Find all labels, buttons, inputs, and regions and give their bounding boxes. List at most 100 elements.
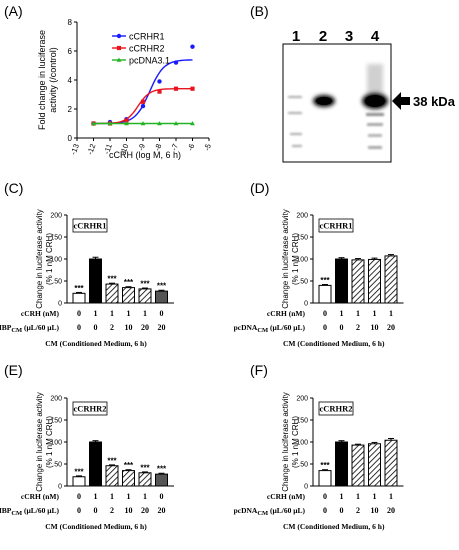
x-tick-label: -12: [85, 143, 97, 156]
condition-value: 0: [323, 323, 327, 332]
y-axis-label: Change in luciferase activity(% 1 nM CRH…: [35, 392, 54, 492]
y-tick-label: 8: [68, 18, 73, 27]
condition-label: cCRHBPCM (μL/60 μL): [0, 323, 59, 334]
data-point-pcDNA3.1: [173, 121, 179, 126]
condition-value: 2: [356, 323, 360, 332]
chart-footer: CM (Conditioned Medium, 6 h): [283, 339, 385, 348]
x-tick-label: -11: [102, 143, 114, 156]
condition-value: 0: [160, 492, 164, 501]
y-tick-label: 50: [300, 279, 308, 286]
y-tick-label: 150: [50, 418, 62, 425]
data-point-pcDNA3.1: [91, 121, 96, 126]
legend-label: cCRHR1: [129, 32, 165, 42]
bar: [155, 473, 168, 487]
condition-label: cCRH (nM): [267, 309, 306, 318]
condition-label: cCRH (nM): [21, 309, 60, 318]
receptor-label: cCRHR1: [319, 221, 352, 231]
y-axis-label: Fold change in luciferaseactivity (/cont…: [37, 30, 58, 130]
y-axis-label: Change in luciferase activity(% 1 nM CRH…: [281, 209, 300, 309]
bar: [335, 258, 348, 304]
condition-value: 0: [323, 492, 327, 501]
condition-label: cCRH (nM): [267, 492, 306, 501]
significance-mark: ***: [157, 465, 167, 474]
data-point-pcDNA3.1: [124, 121, 129, 126]
receptor-label: cCRHR2: [73, 404, 106, 414]
y-axis-label: Change in luciferase activity(% 1 nM CRH…: [281, 392, 300, 492]
y-tick-label: 100: [296, 440, 308, 447]
condition-value: 1: [143, 309, 147, 318]
condition-value: 20: [387, 506, 395, 515]
significance-mark: ***: [157, 282, 167, 291]
bar: [351, 259, 365, 304]
band-size-label: 38 kDa: [413, 94, 456, 109]
legend-marker: [116, 33, 122, 39]
blot-lane-4: [362, 64, 388, 149]
condition-value: 1: [356, 492, 360, 501]
condition-value: 0: [323, 309, 327, 318]
y-tick-label: 200: [296, 213, 308, 220]
bar: [89, 258, 102, 304]
data-point-cCRHR2: [190, 86, 195, 91]
data-point-cCRHR2: [140, 99, 146, 104]
bar: [368, 443, 381, 487]
condition-value: 10: [371, 506, 379, 515]
bar: [105, 465, 119, 487]
series-line-cCRHR1: [93, 59, 193, 125]
y-tick-label: 150: [296, 418, 308, 425]
x-tick-label: -5: [202, 143, 213, 152]
y-tick-label: 0: [58, 484, 62, 491]
legend-label: pcDNA3.1: [129, 56, 170, 66]
condition-value: 1: [110, 309, 114, 318]
condition-value: 2: [356, 506, 360, 515]
legend-marker: [116, 57, 122, 62]
data-point-cCRHR1: [173, 60, 179, 65]
panel-label-c: (C): [4, 180, 23, 196]
condition-value: 10: [371, 323, 379, 332]
y-tick-label: 150: [296, 235, 308, 242]
x-tick-label: -10: [118, 143, 130, 156]
y-tick-label: 50: [54, 279, 62, 286]
lane-label-2: 2: [319, 28, 327, 45]
y-tick-label: 150: [50, 235, 62, 242]
bar: [335, 441, 348, 487]
y-tick-label: 100: [50, 257, 62, 264]
dose-response-chart: 0 2 4 6 8 -13 -12 -11 -10 -9 -8 -7 -6 -5 cCRH (log M, …: [37, 18, 213, 160]
y-tick-label: 6: [68, 47, 73, 56]
significance-mark: ***: [320, 461, 330, 470]
data-point-cCRHR1: [140, 103, 146, 109]
receptor-label-box: [72, 218, 108, 233]
bar: [384, 439, 398, 487]
condition-label: pcDNACM (μL/60 μL): [234, 323, 306, 334]
bar: [368, 258, 381, 304]
data-point-cCRHR2: [157, 89, 162, 94]
panel-label-b: (B): [250, 3, 269, 19]
condition-label: cCRH (nM): [21, 492, 60, 501]
bar: [105, 283, 119, 304]
condition-value: 0: [77, 323, 81, 332]
x-tick-label: -9: [136, 143, 147, 152]
y-tick-label: 0: [304, 484, 308, 491]
condition-value: 1: [143, 492, 147, 501]
bar: [89, 441, 102, 487]
x-tick-label: -8: [153, 143, 164, 152]
significance-mark: ***: [140, 463, 150, 472]
data-point-cCRHR1: [157, 79, 162, 84]
significance-mark: ***: [74, 284, 84, 293]
receptor-label: cCRHR2: [319, 404, 352, 414]
y-tick-label: 0: [304, 301, 308, 308]
data-point-pcDNA3.1: [107, 121, 113, 126]
data-point-pcDNA3.1: [140, 121, 146, 126]
condition-value: 1: [373, 492, 377, 501]
condition-value: 20: [158, 506, 166, 515]
bar: [138, 288, 152, 304]
condition-value: 0: [77, 309, 81, 318]
data-point-pcDNA3.1: [190, 121, 195, 126]
condition-value: 1: [127, 309, 131, 318]
condition-value: 0: [77, 506, 81, 515]
y-tick-label: 2: [68, 105, 73, 114]
y-tick-label: 200: [50, 396, 62, 403]
condition-value: 0: [323, 506, 327, 515]
